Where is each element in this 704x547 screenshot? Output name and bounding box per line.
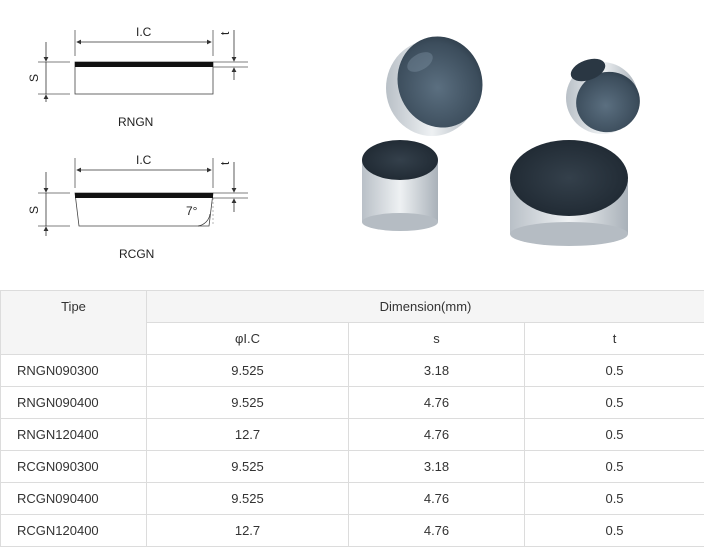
cell-tipe: RCGN090300 (1, 451, 147, 483)
header-t: t (525, 323, 704, 355)
cell-ic: 9.525 (147, 451, 349, 483)
cell-tipe: RNGN090400 (1, 387, 147, 419)
insert-small-tilted (566, 54, 647, 139)
pcd-inserts-photo (340, 20, 660, 250)
header-tipe: Tipe (1, 291, 147, 355)
header-figure: I.C t S RNGN I.C 7° (0, 0, 704, 290)
cell-s: 4.76 (349, 387, 525, 419)
cell-t: 0.5 (525, 483, 704, 515)
rcgn-ic-label: I.C (136, 153, 152, 167)
cell-t: 0.5 (525, 419, 704, 451)
table-row: RNGN120400 12.7 4.76 0.5 (1, 419, 704, 451)
cell-t: 0.5 (525, 355, 704, 387)
cell-s: 4.76 (349, 483, 525, 515)
insert-medium-upright (362, 140, 438, 231)
table-row: RCGN090400 9.525 4.76 0.5 (1, 483, 704, 515)
insert-dimension-diagram: I.C t S RNGN I.C 7° (0, 0, 260, 280)
table-row: RCGN090300 9.525 3.18 0.5 (1, 451, 704, 483)
rcgn-angle-label: 7° (186, 204, 198, 218)
cell-tipe: RCGN090400 (1, 483, 147, 515)
table-row: RNGN090300 9.525 3.18 0.5 (1, 355, 704, 387)
insert-large-upright (510, 140, 628, 246)
cell-s: 3.18 (349, 355, 525, 387)
header-s: s (349, 323, 525, 355)
rcgn-drawing: I.C 7° t S RCGN (27, 153, 248, 261)
cell-t: 0.5 (525, 387, 704, 419)
rngn-name: RNGN (118, 115, 153, 129)
cell-s: 4.76 (349, 419, 525, 451)
cell-tipe: RNGN120400 (1, 419, 147, 451)
rngn-drawing: I.C t S RNGN (27, 25, 248, 129)
cell-ic: 9.525 (147, 355, 349, 387)
table-header-row: Tipe Dimension(mm) (1, 291, 704, 323)
table-row: RNGN090400 9.525 4.76 0.5 (1, 387, 704, 419)
table-row: RCGN120400 12.7 4.76 0.5 (1, 515, 704, 547)
cell-s: 3.18 (349, 451, 525, 483)
cell-ic: 9.525 (147, 387, 349, 419)
cell-t: 0.5 (525, 515, 704, 547)
cell-t: 0.5 (525, 451, 704, 483)
header-ic: φI.C (147, 323, 349, 355)
rcgn-t-label: t (218, 161, 232, 165)
cell-ic: 9.525 (147, 483, 349, 515)
rngn-t-label: t (218, 31, 232, 35)
header-dimension: Dimension(mm) (147, 291, 704, 323)
cell-tipe: RCGN120400 (1, 515, 147, 547)
rcgn-name: RCGN (119, 247, 154, 261)
rngn-s-label: S (27, 74, 41, 82)
cell-ic: 12.7 (147, 515, 349, 547)
cell-ic: 12.7 (147, 419, 349, 451)
dimension-table: Tipe Dimension(mm) φI.C s t RNGN090300 9… (0, 290, 704, 547)
cell-s: 4.76 (349, 515, 525, 547)
rcgn-s-label: S (27, 206, 41, 214)
insert-large-tilted (385, 24, 495, 139)
cell-tipe: RNGN090300 (1, 355, 147, 387)
rngn-ic-label: I.C (136, 25, 152, 39)
